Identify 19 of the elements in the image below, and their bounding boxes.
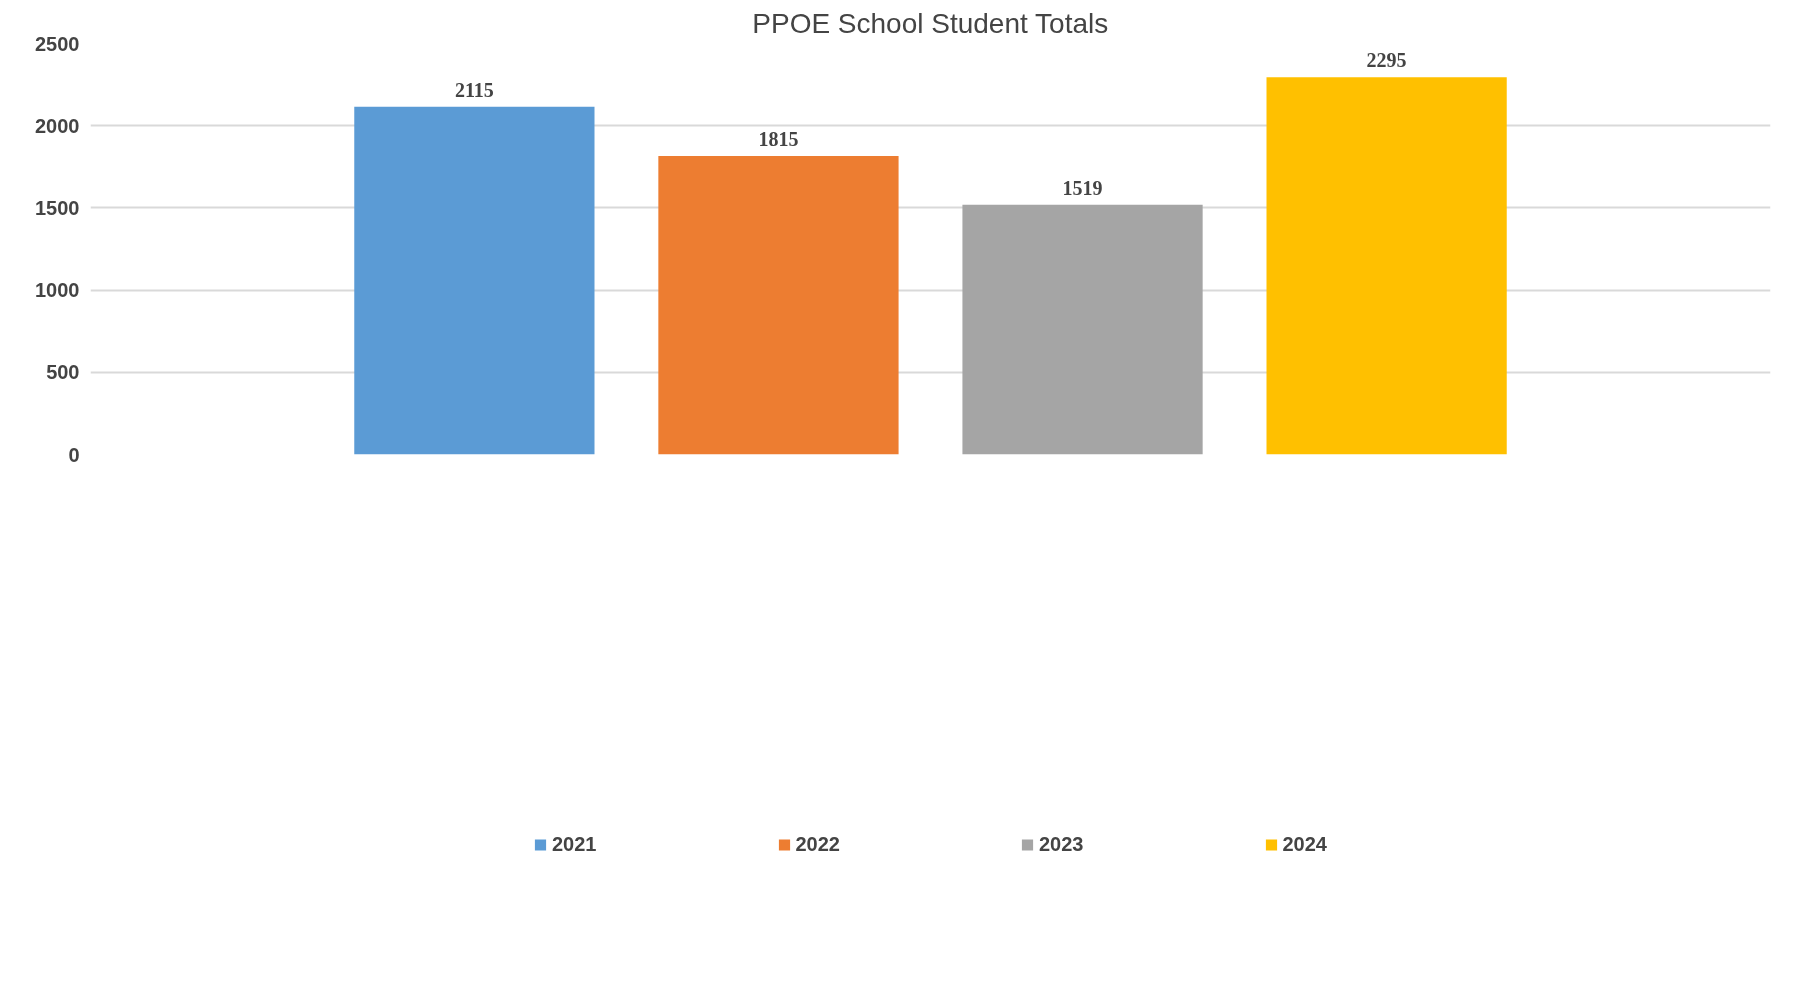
data-label: 2295 <box>1366 49 1407 72</box>
data-label: 1815 <box>758 128 799 151</box>
data-label: 1519 <box>1062 176 1103 199</box>
y-tick-label: 1000 <box>35 279 80 302</box>
bar <box>962 204 1203 455</box>
bar <box>354 106 595 455</box>
legend-label: 2021 <box>552 832 597 856</box>
y-tick-label: 1500 <box>35 196 80 219</box>
chart-title: PPOE School Student Totals <box>752 7 1109 39</box>
y-tick-label: 2500 <box>35 32 80 55</box>
data-label: 2115 <box>454 78 494 101</box>
bar <box>1266 77 1507 455</box>
y-tick-label: 0 <box>68 443 80 466</box>
y-tick-label: 500 <box>46 361 80 384</box>
legend-label: 2024 <box>1282 832 1327 856</box>
legend-label: 2022 <box>795 832 840 856</box>
y-tick-label: 2000 <box>35 114 80 137</box>
bar <box>658 156 899 455</box>
legend-label: 2023 <box>1039 832 1084 856</box>
